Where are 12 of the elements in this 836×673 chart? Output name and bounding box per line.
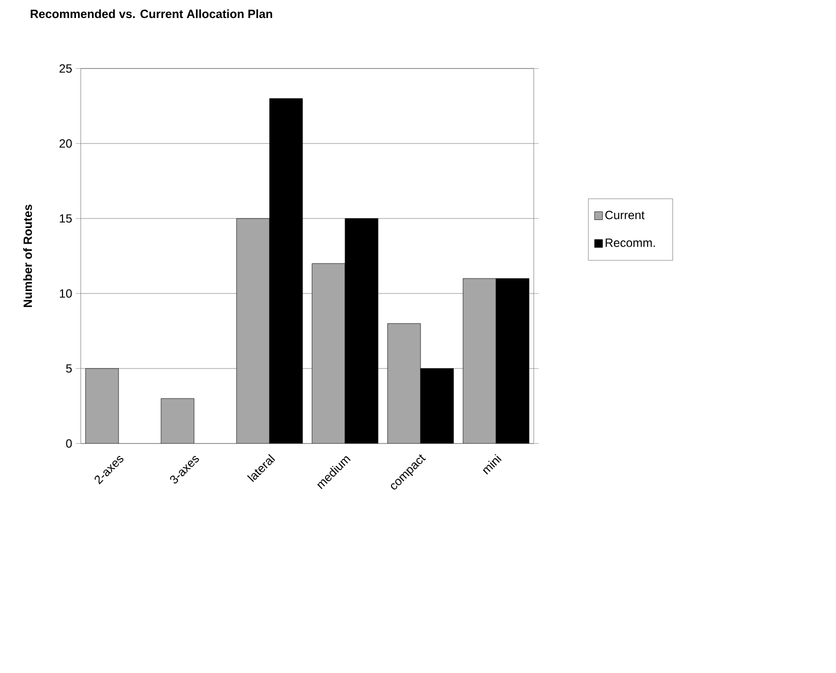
chart-title: Recommended vs. Current Allocation Plan	[30, 9, 272, 18]
y-axis-title: Number of Routes	[23, 204, 32, 307]
y-tick-label: 25	[60, 64, 72, 73]
legend-label: Recomm.	[606, 238, 655, 247]
y-tick-label: 20	[60, 139, 72, 148]
bar	[85, 368, 119, 444]
legend-label: Current	[605, 210, 645, 220]
y-tick-label: 10	[60, 289, 72, 298]
y-tick-label: 0	[66, 439, 72, 448]
bar	[160, 398, 194, 444]
y-tick-label: 15	[60, 214, 72, 223]
y-tick-label: 5	[66, 364, 72, 373]
